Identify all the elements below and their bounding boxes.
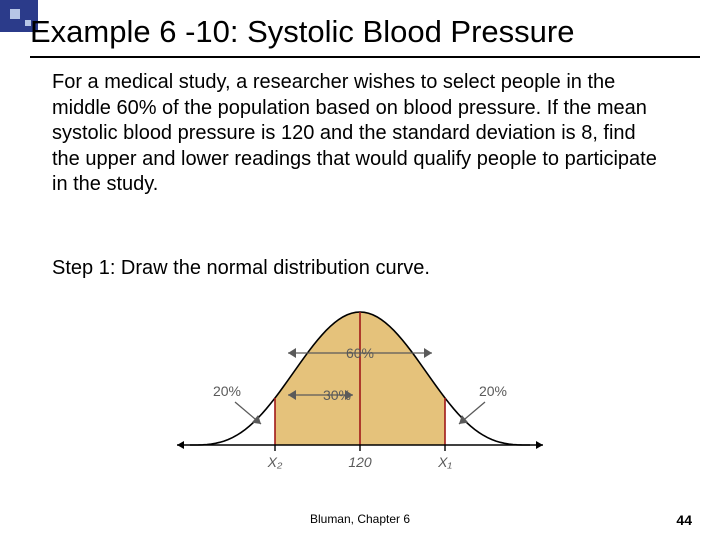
svg-text:60%: 60% [346, 345, 374, 361]
svg-text:X₁: X₁ [437, 454, 452, 470]
svg-text:X₂: X₂ [267, 454, 283, 470]
normal-curve-figure: 60% 30% 20% 20% X₂ 120 X₁ [175, 300, 545, 475]
slide-title: Example 6 -10: Systolic Blood Pressure [30, 14, 700, 50]
footer-citation: Bluman, Chapter 6 [0, 512, 720, 526]
slide: Example 6 -10: Systolic Blood Pressure F… [0, 0, 720, 540]
step-1-text: Step 1: Draw the normal distribution cur… [52, 257, 430, 280]
svg-text:120: 120 [348, 454, 372, 470]
svg-text:20%: 20% [479, 383, 507, 399]
svg-text:20%: 20% [213, 383, 241, 399]
problem-statement: For a medical study, a researcher wishes… [52, 70, 660, 198]
title-underline [30, 56, 700, 58]
svg-text:30%: 30% [323, 387, 351, 403]
page-number: 44 [676, 512, 692, 528]
